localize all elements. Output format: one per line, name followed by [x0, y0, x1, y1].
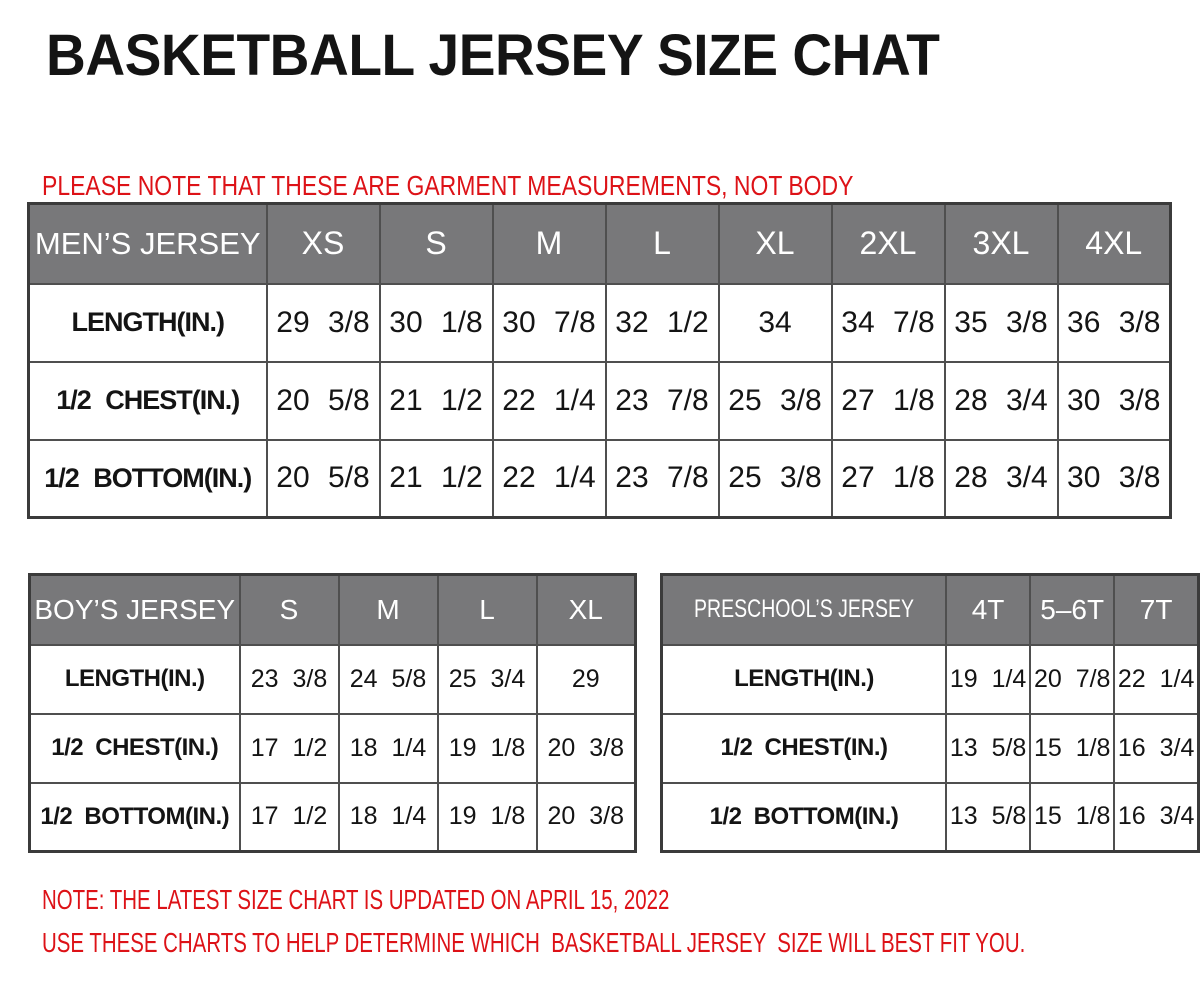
preschool-row-label: LENGTH(IN.) — [660, 643, 948, 715]
mens-size-header-L: L — [604, 202, 720, 285]
mens-value-cell: 30 7/8 — [491, 282, 607, 363]
boys-row-label: LENGTH(IN.) — [28, 643, 241, 715]
boys-value-cell: 20 3/8 — [535, 781, 637, 853]
mens-value-cell: 21 1/2 — [378, 438, 494, 519]
preschool-data-row: LENGTH(IN.) 19 1/4 20 7/8 22 1/4 — [660, 643, 1200, 715]
mens-size-header-4XL: 4XL — [1056, 202, 1172, 285]
boys-size-header-M: M — [337, 573, 439, 646]
boys-value-cell: 20 3/8 — [535, 712, 637, 784]
mens-data-row: 1/2 CHEST(IN.) 20 5/8 21 1/2 22 1/4 23 7/8 25… — [27, 360, 1172, 441]
boys-value-cell: 19 1/8 — [436, 781, 538, 853]
boys-row-label: 1/2 CHEST(IN.) — [28, 712, 241, 784]
mens-value-cell: 30 3/8 — [1056, 360, 1172, 441]
update-date-note: NOTE: THE LATEST SIZE CHART IS UPDATED O… — [42, 884, 670, 915]
mens-value-cell: 32 1/2 — [604, 282, 720, 363]
mens-data-row: 1/2 BOTTOM(IN.) 20 5/8 21 1/2 22 1/4 23 7/8 2… — [27, 438, 1172, 519]
preschool-header-row: PRESCHOOL’S JERSEY 4T 5–6T 7T — [660, 573, 1200, 646]
boys-jersey-table-container: BOY’S JERSEY S M L XL LENGTH(IN.) 23 3/8 24 5/8… — [28, 573, 637, 853]
mens-value-cell: 27 1/8 — [830, 360, 946, 441]
mens-value-cell: 20 5/8 — [265, 360, 381, 441]
mens-value-cell: 35 3/8 — [943, 282, 1059, 363]
boys-value-cell: 17 1/2 — [238, 712, 340, 784]
mens-value-cell: 30 1/8 — [378, 282, 494, 363]
mens-value-cell: 22 1/4 — [491, 360, 607, 441]
mens-value-cell: 23 7/8 — [604, 438, 720, 519]
mens-value-cell: 22 1/4 — [491, 438, 607, 519]
preschool-value-cell: 22 1/4 — [1113, 643, 1200, 715]
mens-size-header-3XL: 3XL — [943, 202, 1059, 285]
boys-data-row: LENGTH(IN.) 23 3/8 24 5/8 25 3/4 29 — [28, 643, 637, 715]
preschool-value-cell: 20 7/8 — [1029, 643, 1116, 715]
preschool-row-label: 1/2 BOTTOM(IN.) — [660, 781, 948, 853]
mens-value-cell: 28 3/4 — [943, 360, 1059, 441]
mens-value-cell: 28 3/4 — [943, 438, 1059, 519]
preschool-row-label: 1/2 CHEST(IN.) — [660, 712, 948, 784]
mens-value-cell: 21 1/2 — [378, 360, 494, 441]
mens-header-row: MEN’S JERSEY XS S M L XL 2XL 3XL 4XL — [27, 202, 1172, 285]
mens-row-label: 1/2 BOTTOM(IN.) — [27, 438, 268, 519]
boys-size-header-L: L — [436, 573, 538, 646]
preschool-value-cell: 13 5/8 — [945, 781, 1032, 853]
mens-size-header-XL: XL — [717, 202, 833, 285]
preschool-value-cell: 16 3/4 — [1113, 781, 1200, 853]
preschool-value-cell: 16 3/4 — [1113, 712, 1200, 784]
mens-size-header-S: S — [378, 202, 494, 285]
mens-row-label: LENGTH(IN.) — [27, 282, 268, 363]
mens-value-cell: 25 3/8 — [717, 438, 833, 519]
mens-row-label: 1/2 CHEST(IN.) — [27, 360, 268, 441]
preschool-table-name-text: PRESCHOOL’S JERSEY — [694, 595, 915, 624]
boys-data-row: 1/2 BOTTOM(IN.) 17 1/2 18 1/4 19 1/8 20 3/8 — [28, 781, 637, 853]
boys-size-header-XL: XL — [535, 573, 637, 646]
boys-value-cell: 29 — [535, 643, 637, 715]
mens-value-cell: 34 — [717, 282, 833, 363]
preschool-value-cell: 13 5/8 — [945, 712, 1032, 784]
preschool-data-row: 1/2 CHEST(IN.) 13 5/8 15 1/8 16 3/4 — [660, 712, 1200, 784]
mens-size-header-XS: XS — [265, 202, 381, 285]
preschool-size-header-4T: 4T — [945, 573, 1032, 646]
boys-row-label: 1/2 BOTTOM(IN.) — [28, 781, 241, 853]
boys-value-cell: 19 1/8 — [436, 712, 538, 784]
boys-value-cell: 18 1/4 — [337, 781, 439, 853]
mens-value-cell: 20 5/8 — [265, 438, 381, 519]
preschools-jersey-table-container: PRESCHOOL’S JERSEY 4T 5–6T 7T LENGTH(IN.) 19 … — [660, 573, 1200, 853]
mens-value-cell: 30 3/8 — [1056, 438, 1172, 519]
mens-table-name-cell: MEN’S JERSEY — [27, 202, 268, 285]
boys-data-row: 1/2 CHEST(IN.) 17 1/2 18 1/4 19 1/8 20 3/8 — [28, 712, 637, 784]
preschool-size-header-5–6T: 5–6T — [1029, 573, 1116, 646]
preschool-value-cell: 15 1/8 — [1029, 712, 1116, 784]
mens-size-header-2XL: 2XL — [830, 202, 946, 285]
boys-value-cell: 18 1/4 — [337, 712, 439, 784]
boys-size-header-S: S — [238, 573, 340, 646]
boys-value-cell: 24 5/8 — [337, 643, 439, 715]
preschool-size-header-7T: 7T — [1113, 573, 1200, 646]
preschool-value-cell: 15 1/8 — [1029, 781, 1116, 853]
boys-value-cell: 23 3/8 — [238, 643, 340, 715]
mens-value-cell: 36 3/8 — [1056, 282, 1172, 363]
preschool-value-cell: 19 1/4 — [945, 643, 1032, 715]
mens-value-cell: 27 1/8 — [830, 438, 946, 519]
mens-value-cell: 29 3/8 — [265, 282, 381, 363]
boys-jersey-table: BOY’S JERSEY S M L XL LENGTH(IN.) 23 3/8 24 5/8… — [28, 573, 637, 853]
mens-size-header-M: M — [491, 202, 607, 285]
fit-advice-note: USE THESE CHARTS TO HELP DETERMINE WHICH… — [42, 927, 1026, 958]
page-title: BASKETBALL JERSEY SIZE CHAT — [46, 23, 940, 88]
mens-value-cell: 25 3/8 — [717, 360, 833, 441]
preschool-data-row: 1/2 BOTTOM(IN.) 13 5/8 15 1/8 16 3/4 — [660, 781, 1200, 853]
mens-jersey-table: MEN’S JERSEY XS S M L XL 2XL 3XL 4XL LENGTH(IN.) 2… — [27, 202, 1172, 519]
mens-data-row: LENGTH(IN.) 29 3/8 30 1/8 30 7/8 32 1/2 34 34 … — [27, 282, 1172, 363]
mens-value-cell: 23 7/8 — [604, 360, 720, 441]
mens-value-cell: 34 7/8 — [830, 282, 946, 363]
preschool-table-name-cell: PRESCHOOL’S JERSEY — [660, 573, 948, 646]
preschool-jersey-table: PRESCHOOL’S JERSEY 4T 5–6T 7T LENGTH(IN.) 19 … — [660, 573, 1200, 853]
boys-value-cell: 25 3/4 — [436, 643, 538, 715]
boys-table-name-cell: BOY’S JERSEY — [28, 573, 241, 646]
boys-value-cell: 17 1/2 — [238, 781, 340, 853]
mens-jersey-table-container: MEN’S JERSEY XS S M L XL 2XL 3XL 4XL LENGTH(IN.) 2… — [27, 202, 1172, 519]
boys-header-row: BOY’S JERSEY S M L XL — [28, 573, 637, 646]
